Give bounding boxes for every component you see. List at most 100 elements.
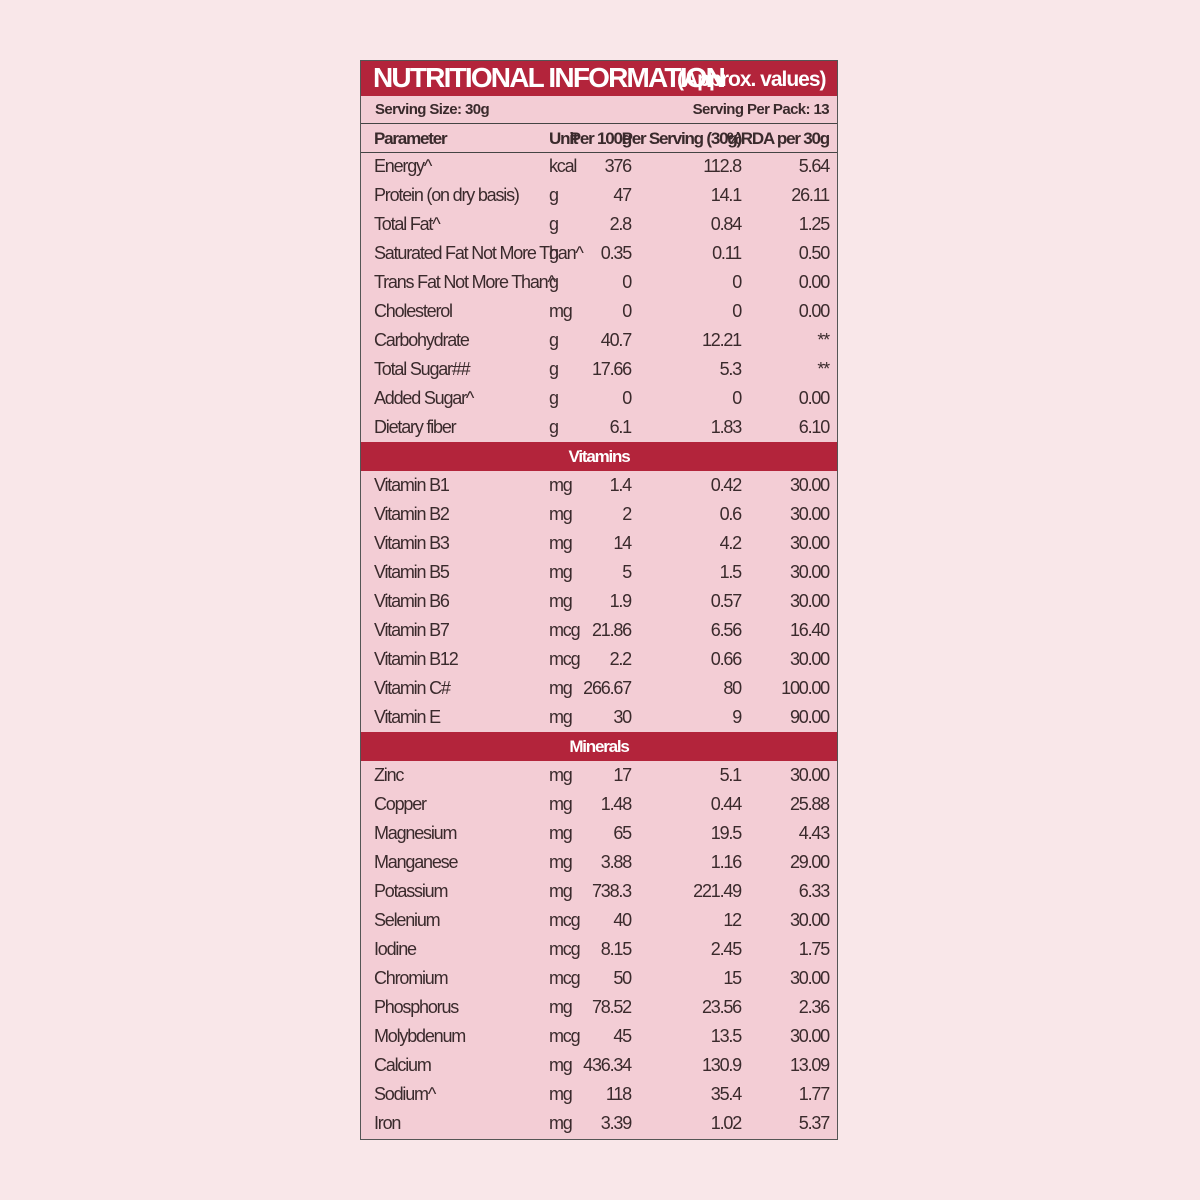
per-100g: 0 <box>622 272 632 292</box>
rda: 6.10 <box>798 417 830 437</box>
per-100g: 118 <box>605 1084 632 1104</box>
unit: mg <box>549 881 573 901</box>
rda: 30.00 <box>789 504 830 524</box>
unit: mg <box>549 678 573 698</box>
unit: mg <box>549 997 573 1017</box>
per-100g: 40.7 <box>600 330 632 350</box>
per-100g: 6.1 <box>609 417 633 437</box>
unit: g <box>549 185 559 205</box>
rda: 0.00 <box>798 301 830 321</box>
title: NUTRITIONAL INFORMATION <box>373 62 726 93</box>
rda: ** <box>817 359 830 379</box>
per-100g: 1.4 <box>609 475 633 495</box>
rda: 0.00 <box>798 388 830 408</box>
per-serving: 0.57 <box>710 591 742 611</box>
per-100g: 0 <box>622 388 632 408</box>
parameter: Total Sugar## <box>374 359 471 379</box>
rda: 16.40 <box>789 620 830 640</box>
per-serving: 0.42 <box>710 475 742 495</box>
divider <box>361 152 837 153</box>
rda: 30.00 <box>789 649 830 669</box>
per-serving: 5.3 <box>719 359 743 379</box>
parameter: Vitamin C# <box>374 678 451 698</box>
rda: 30.00 <box>789 475 830 495</box>
rda: 0.00 <box>798 272 830 292</box>
rda: 1.77 <box>798 1084 830 1104</box>
per-100g: 1.48 <box>600 794 632 814</box>
parameter: Vitamin E <box>374 707 441 727</box>
per-100g: 40 <box>613 910 632 930</box>
per-100g: 21.86 <box>591 620 632 640</box>
unit: mg <box>549 301 573 321</box>
unit: mcg <box>549 620 581 640</box>
column-header: Unit <box>549 129 578 148</box>
parameter: Phosphorus <box>374 997 459 1017</box>
per-serving: 0 <box>732 301 742 321</box>
per-serving: 15 <box>723 968 742 988</box>
parameter: Molybdenum <box>374 1026 466 1046</box>
unit: g <box>549 417 559 437</box>
rda: 2.36 <box>798 997 830 1017</box>
per-serving: 12 <box>723 910 742 930</box>
rda: 29.00 <box>789 852 830 872</box>
unit: mg <box>549 475 573 495</box>
rda: 0.50 <box>798 243 830 263</box>
parameter: Protein (on dry basis) <box>374 185 520 205</box>
per-100g: 5 <box>622 562 632 582</box>
rda: 30.00 <box>789 591 830 611</box>
unit: mg <box>549 852 573 872</box>
subtitle: (Approx. values) <box>677 68 827 91</box>
parameter: Selenium <box>374 910 441 930</box>
per-serving: 1.02 <box>710 1113 742 1133</box>
per-serving: 0.6 <box>719 504 743 524</box>
per-100g: 0 <box>622 301 632 321</box>
section-header: Minerals <box>361 732 837 761</box>
parameter: Manganese <box>374 852 458 872</box>
unit: mg <box>549 1113 573 1133</box>
per-serving: 1.83 <box>710 417 742 437</box>
per-serving: 0.66 <box>710 649 742 669</box>
per-serving: 221.49 <box>693 881 742 901</box>
per-100g: 47 <box>613 185 632 205</box>
per-serving: 0.11 <box>712 243 742 263</box>
unit: g <box>549 214 559 234</box>
title-bar: NUTRITIONAL INFORMATION (Approx. values) <box>361 61 837 96</box>
per-serving: 0.44 <box>710 794 742 814</box>
unit: mg <box>549 1084 573 1104</box>
unit: mcg <box>549 649 581 669</box>
per-100g: 738.3 <box>591 881 632 901</box>
parameter: Vitamin B3 <box>374 533 450 553</box>
parameter: Calcium <box>374 1055 432 1075</box>
unit: mcg <box>549 1026 581 1046</box>
section-header: Vitamins <box>361 442 837 471</box>
rda: 30.00 <box>789 910 830 930</box>
unit: g <box>549 330 559 350</box>
parameter: Energy^ <box>374 156 432 176</box>
unit: mg <box>549 1055 573 1075</box>
per-100g: 2 <box>622 504 632 524</box>
per-100g: 436.34 <box>583 1055 632 1075</box>
unit: g <box>549 388 559 408</box>
unit: mcg <box>549 968 581 988</box>
serving-size: Serving Size: 30g <box>375 101 490 118</box>
parameter: Total Fat^ <box>374 214 441 234</box>
per-100g: 78.52 <box>591 997 632 1017</box>
per-serving: 5.1 <box>719 765 743 785</box>
per-serving: 0 <box>732 272 742 292</box>
rda: 4.43 <box>798 823 830 843</box>
unit: mg <box>549 707 573 727</box>
per-100g: 2.8 <box>609 214 633 234</box>
parameter: Vitamin B6 <box>374 591 450 611</box>
unit: mg <box>549 823 573 843</box>
parameter: Vitamin B7 <box>374 620 450 640</box>
per-serving: 112.8 <box>703 156 742 176</box>
column-header: Parameter <box>374 129 448 148</box>
unit: mg <box>549 562 573 582</box>
parameter: Vitamin B2 <box>374 504 450 524</box>
per-100g: 1.9 <box>609 591 633 611</box>
per-100g: 8.15 <box>600 939 632 959</box>
unit: g <box>549 272 559 292</box>
unit: kcal <box>549 156 577 176</box>
rda: 30.00 <box>789 1026 830 1046</box>
